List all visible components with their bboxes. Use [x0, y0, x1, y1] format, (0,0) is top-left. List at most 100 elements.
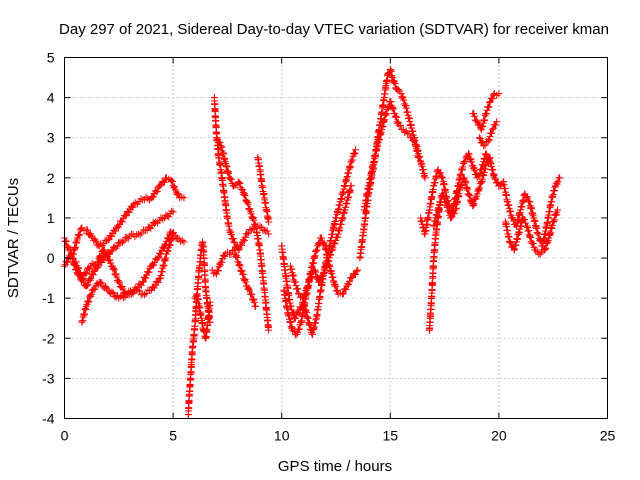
series-17 — [430, 154, 494, 230]
data-point-marker — [507, 239, 515, 247]
data-point-marker — [171, 183, 179, 191]
data-point-marker — [347, 274, 355, 282]
data-point-marker — [475, 134, 483, 142]
data-point-marker — [230, 238, 238, 246]
data-point-marker — [100, 240, 108, 248]
series-18 — [469, 90, 503, 134]
data-point-marker — [109, 265, 117, 273]
x-axis-label: GPS time / hours — [278, 458, 392, 475]
data-point-marker — [492, 121, 500, 129]
data-point-marker — [85, 275, 93, 283]
data-point-marker — [237, 241, 245, 249]
series-0 — [61, 174, 188, 258]
data-point-marker — [339, 289, 347, 297]
data-point-marker — [90, 268, 98, 276]
data-point-marker — [94, 258, 102, 266]
data-point-marker — [469, 201, 477, 209]
data-point-marker — [139, 290, 147, 298]
data-point-marker — [149, 193, 157, 201]
data-point-marker — [445, 207, 453, 215]
y-tick-label: 0 — [47, 250, 55, 266]
data-point-marker — [521, 219, 529, 227]
data-point-marker — [483, 106, 491, 114]
data-point-marker — [246, 205, 254, 213]
data-point-marker — [248, 213, 256, 221]
series-8 — [208, 246, 260, 310]
series-19 — [475, 118, 501, 150]
data-point-marker — [92, 237, 100, 245]
data-point-marker — [135, 287, 143, 295]
data-point-marker — [318, 271, 326, 279]
data-point-marker — [134, 230, 142, 238]
data-point-marker — [96, 253, 104, 261]
data-point-marker — [488, 126, 496, 134]
data-point-marker — [231, 239, 239, 247]
data-point-marker — [480, 142, 488, 150]
data-point-marker — [101, 282, 109, 290]
data-point-marker — [112, 270, 120, 278]
data-point-marker — [168, 178, 176, 186]
data-point-marker — [98, 279, 106, 287]
data-point-marker — [110, 266, 118, 274]
data-point-marker — [100, 246, 108, 254]
data-point-marker — [119, 294, 127, 302]
data-point-marker — [76, 230, 84, 238]
data-point-marker — [465, 150, 473, 158]
data-point-marker — [118, 218, 126, 226]
data-point-marker — [393, 118, 401, 126]
data-point-marker — [116, 278, 124, 286]
data-point-marker — [86, 265, 94, 273]
data-point-marker — [108, 288, 116, 296]
series-6 — [210, 93, 273, 254]
data-point-marker — [392, 112, 400, 120]
data-point-marker — [240, 237, 248, 245]
data-point-marker — [383, 110, 391, 118]
data-point-marker — [466, 192, 474, 200]
data-point-marker — [236, 180, 244, 188]
data-point-marker — [552, 210, 560, 218]
data-point-marker — [154, 254, 162, 262]
data-point-marker — [156, 182, 164, 190]
series-4 — [184, 238, 214, 419]
x-tick-label: 0 — [61, 428, 69, 444]
data-point-marker — [240, 276, 248, 284]
data-point-marker — [219, 252, 227, 260]
data-point-marker — [389, 103, 397, 111]
data-point-marker — [260, 226, 268, 234]
data-point-marker — [482, 110, 490, 118]
data-point-marker — [125, 208, 133, 216]
data-point-marker — [105, 236, 113, 244]
y-tick-label: 2 — [47, 170, 55, 186]
data-point-marker — [226, 229, 234, 237]
data-point-marker — [467, 155, 475, 163]
data-point-marker — [137, 195, 145, 203]
data-point-marker — [239, 270, 247, 278]
data-point-marker — [476, 134, 484, 142]
data-point-marker — [292, 281, 300, 289]
data-point-marker — [145, 268, 153, 276]
data-point-marker — [486, 133, 494, 141]
data-point-marker — [129, 289, 137, 297]
data-point-marker — [265, 230, 273, 238]
data-point-marker — [493, 118, 501, 126]
data-point-marker — [541, 245, 549, 253]
data-point-marker — [95, 262, 103, 270]
data-point-marker — [82, 282, 90, 290]
data-point-marker — [556, 174, 564, 182]
data-point-marker — [474, 185, 482, 193]
series-9 — [254, 154, 273, 226]
data-point-marker — [265, 218, 273, 226]
data-point-marker — [142, 289, 150, 297]
data-point-marker — [293, 308, 301, 316]
data-point-marker — [447, 214, 455, 222]
data-point-marker — [152, 188, 160, 196]
series-12 — [286, 234, 362, 302]
data-point-marker — [390, 78, 398, 86]
data-point-marker — [311, 267, 319, 275]
data-point-marker — [339, 290, 347, 298]
data-point-marker — [235, 245, 243, 253]
y-axis-label: SDTVAR / TECUs — [5, 178, 22, 298]
data-point-marker — [316, 276, 324, 284]
data-point-marker — [227, 230, 235, 238]
data-point-marker — [123, 233, 131, 241]
